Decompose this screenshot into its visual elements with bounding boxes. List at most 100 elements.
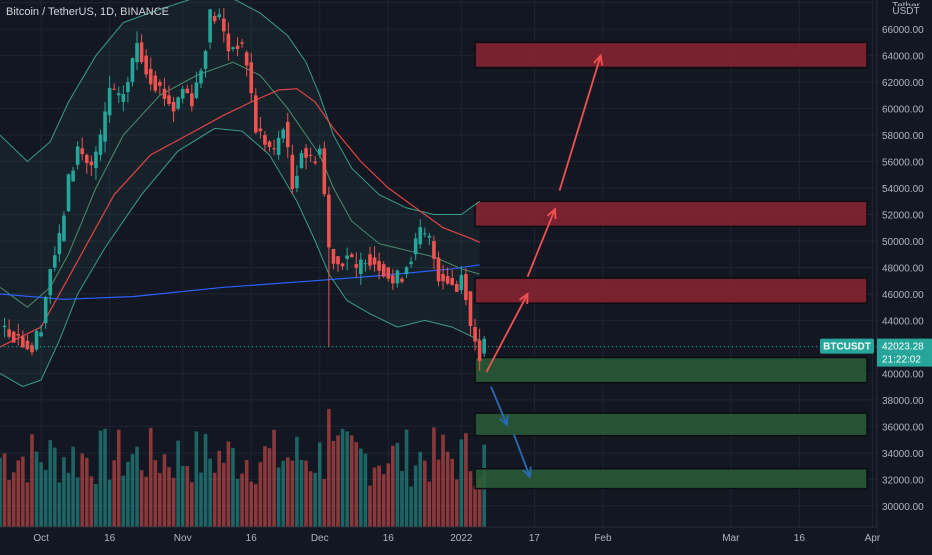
volume-bar	[84, 457, 89, 527]
candle-body	[322, 148, 327, 195]
volume-bar	[441, 434, 445, 527]
volume-bar	[359, 448, 363, 527]
volume-bar	[171, 477, 176, 527]
candle-body	[194, 82, 199, 98]
volume-bar	[130, 453, 135, 527]
volume-bar	[454, 479, 459, 527]
price-tag-bg	[877, 338, 932, 367]
volume-bar	[103, 428, 107, 527]
candle-body	[308, 154, 313, 156]
candle-body	[62, 215, 66, 241]
candle-body	[112, 88, 116, 90]
candle-body	[66, 174, 71, 212]
volume-bar	[450, 458, 455, 527]
volume-bar	[39, 462, 43, 527]
candle-body	[231, 47, 235, 49]
candles	[2, 7, 486, 371]
candle-body	[80, 148, 85, 155]
volume-bar	[135, 446, 139, 527]
candle-body	[258, 128, 263, 132]
price-axis: 30000.00 32000.00 34000.00 36000.00 38000.00…	[876, 0, 932, 550]
volume-bar	[436, 459, 441, 527]
bollinger-lower	[0, 127, 480, 388]
candle-body	[331, 248, 336, 264]
candle-body	[89, 161, 94, 166]
candle-body	[349, 254, 354, 258]
volume-bar	[185, 465, 190, 527]
time-tick-label: Feb	[594, 533, 612, 544]
price-tag-value: 42023.28	[882, 342, 924, 353]
volume-bar	[98, 430, 103, 527]
volume-bar	[336, 435, 340, 527]
volume-bar	[66, 472, 71, 527]
candle-body	[116, 93, 121, 96]
volume-bar	[400, 470, 404, 527]
volume-bar	[235, 478, 240, 527]
time-tick-label: 2022	[450, 533, 473, 544]
volume-bar	[112, 460, 116, 527]
volume-bar	[144, 476, 148, 527]
volume-bar	[459, 439, 464, 527]
price-zones	[474, 41, 868, 490]
volume-bar	[217, 450, 222, 527]
down-arrow-1-shaft	[490, 386, 508, 426]
candle-body	[413, 238, 418, 255]
volume-bar	[25, 482, 30, 527]
candle-body	[468, 291, 473, 327]
volume-bar	[30, 434, 34, 527]
candle-body	[436, 257, 441, 282]
candle-body	[107, 87, 112, 116]
volume-bar	[354, 442, 359, 527]
candle-body	[249, 62, 254, 94]
price-unit-bottom: USDT	[892, 6, 920, 17]
volume-bar	[263, 446, 267, 527]
candle-body	[445, 276, 450, 284]
candle-body	[290, 154, 295, 189]
time-tick-label: Nov	[174, 533, 192, 544]
candle-body	[158, 82, 162, 86]
volume-bar	[244, 459, 249, 527]
time-tick-label: 17	[529, 533, 541, 544]
up-arrow-3-shaft	[558, 55, 602, 191]
volume-bar	[53, 447, 57, 527]
volume-bar	[180, 465, 185, 527]
candle-body	[126, 82, 130, 93]
up-arrow-3-head	[593, 53, 604, 66]
candle-body	[404, 267, 409, 275]
volume-bar	[349, 435, 354, 527]
price-tick-label: 46000.00	[882, 290, 924, 301]
candle-body	[30, 345, 34, 353]
candle-body	[336, 256, 340, 265]
volume-bar	[477, 477, 482, 527]
candle-body	[185, 88, 190, 94]
candle-body	[121, 94, 126, 102]
candle-body	[386, 267, 391, 279]
symbol-tag-label: BTCUSDT	[823, 342, 871, 353]
price-tick-label: 64000.00	[882, 52, 924, 63]
time-tick-label: Oct	[33, 533, 49, 544]
up-arrow-2-head	[546, 207, 557, 220]
volume-bar	[2, 453, 7, 527]
volume-bar	[11, 472, 16, 527]
candle-body	[162, 88, 167, 99]
volume-bar	[75, 477, 80, 527]
candle-body	[180, 88, 185, 99]
candle-body	[381, 264, 386, 277]
price-tick-label: 54000.00	[882, 184, 924, 195]
price-tag-countdown: 21:22:02	[882, 355, 921, 366]
candle-body	[422, 233, 427, 235]
volume-bar	[34, 451, 39, 527]
candle-body	[222, 18, 226, 32]
volume-bar	[432, 427, 436, 527]
resistance-zone-3	[474, 277, 868, 304]
price-tick-label: 58000.00	[882, 131, 924, 142]
support-zone-5	[474, 412, 868, 437]
volume-bar	[176, 440, 180, 527]
volume-bar	[327, 409, 331, 527]
volume-bar	[331, 441, 336, 527]
volume-bar	[299, 459, 304, 527]
volume-bar	[7, 480, 11, 527]
candle-body	[48, 269, 53, 296]
